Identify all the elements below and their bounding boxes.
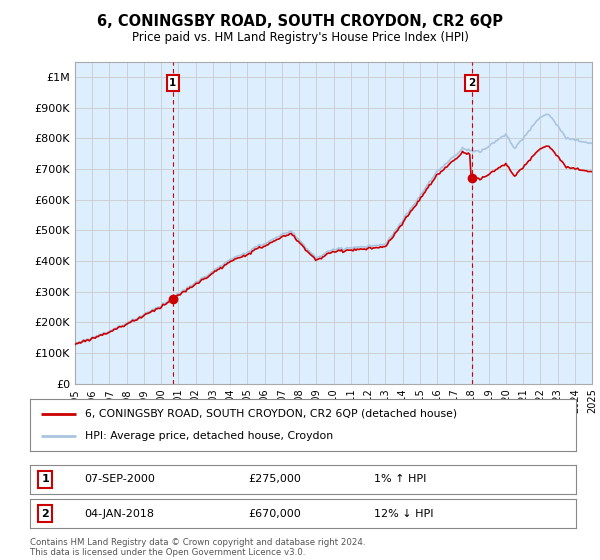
Text: 2: 2 [468, 78, 475, 88]
Text: 04-JAN-2018: 04-JAN-2018 [85, 508, 155, 519]
Text: Contains HM Land Registry data © Crown copyright and database right 2024.
This d: Contains HM Land Registry data © Crown c… [30, 538, 365, 557]
Text: HPI: Average price, detached house, Croydon: HPI: Average price, detached house, Croy… [85, 431, 333, 441]
Text: 07-SEP-2000: 07-SEP-2000 [85, 474, 155, 484]
Text: 6, CONINGSBY ROAD, SOUTH CROYDON, CR2 6QP (detached house): 6, CONINGSBY ROAD, SOUTH CROYDON, CR2 6Q… [85, 409, 457, 419]
Text: 1% ↑ HPI: 1% ↑ HPI [374, 474, 427, 484]
Text: £275,000: £275,000 [248, 474, 301, 484]
Text: 2: 2 [41, 508, 49, 519]
Text: Price paid vs. HM Land Registry's House Price Index (HPI): Price paid vs. HM Land Registry's House … [131, 31, 469, 44]
Text: 1: 1 [169, 78, 176, 88]
Text: 12% ↓ HPI: 12% ↓ HPI [374, 508, 433, 519]
Text: £670,000: £670,000 [248, 508, 301, 519]
Text: 1: 1 [41, 474, 49, 484]
Text: 6, CONINGSBY ROAD, SOUTH CROYDON, CR2 6QP: 6, CONINGSBY ROAD, SOUTH CROYDON, CR2 6Q… [97, 14, 503, 29]
